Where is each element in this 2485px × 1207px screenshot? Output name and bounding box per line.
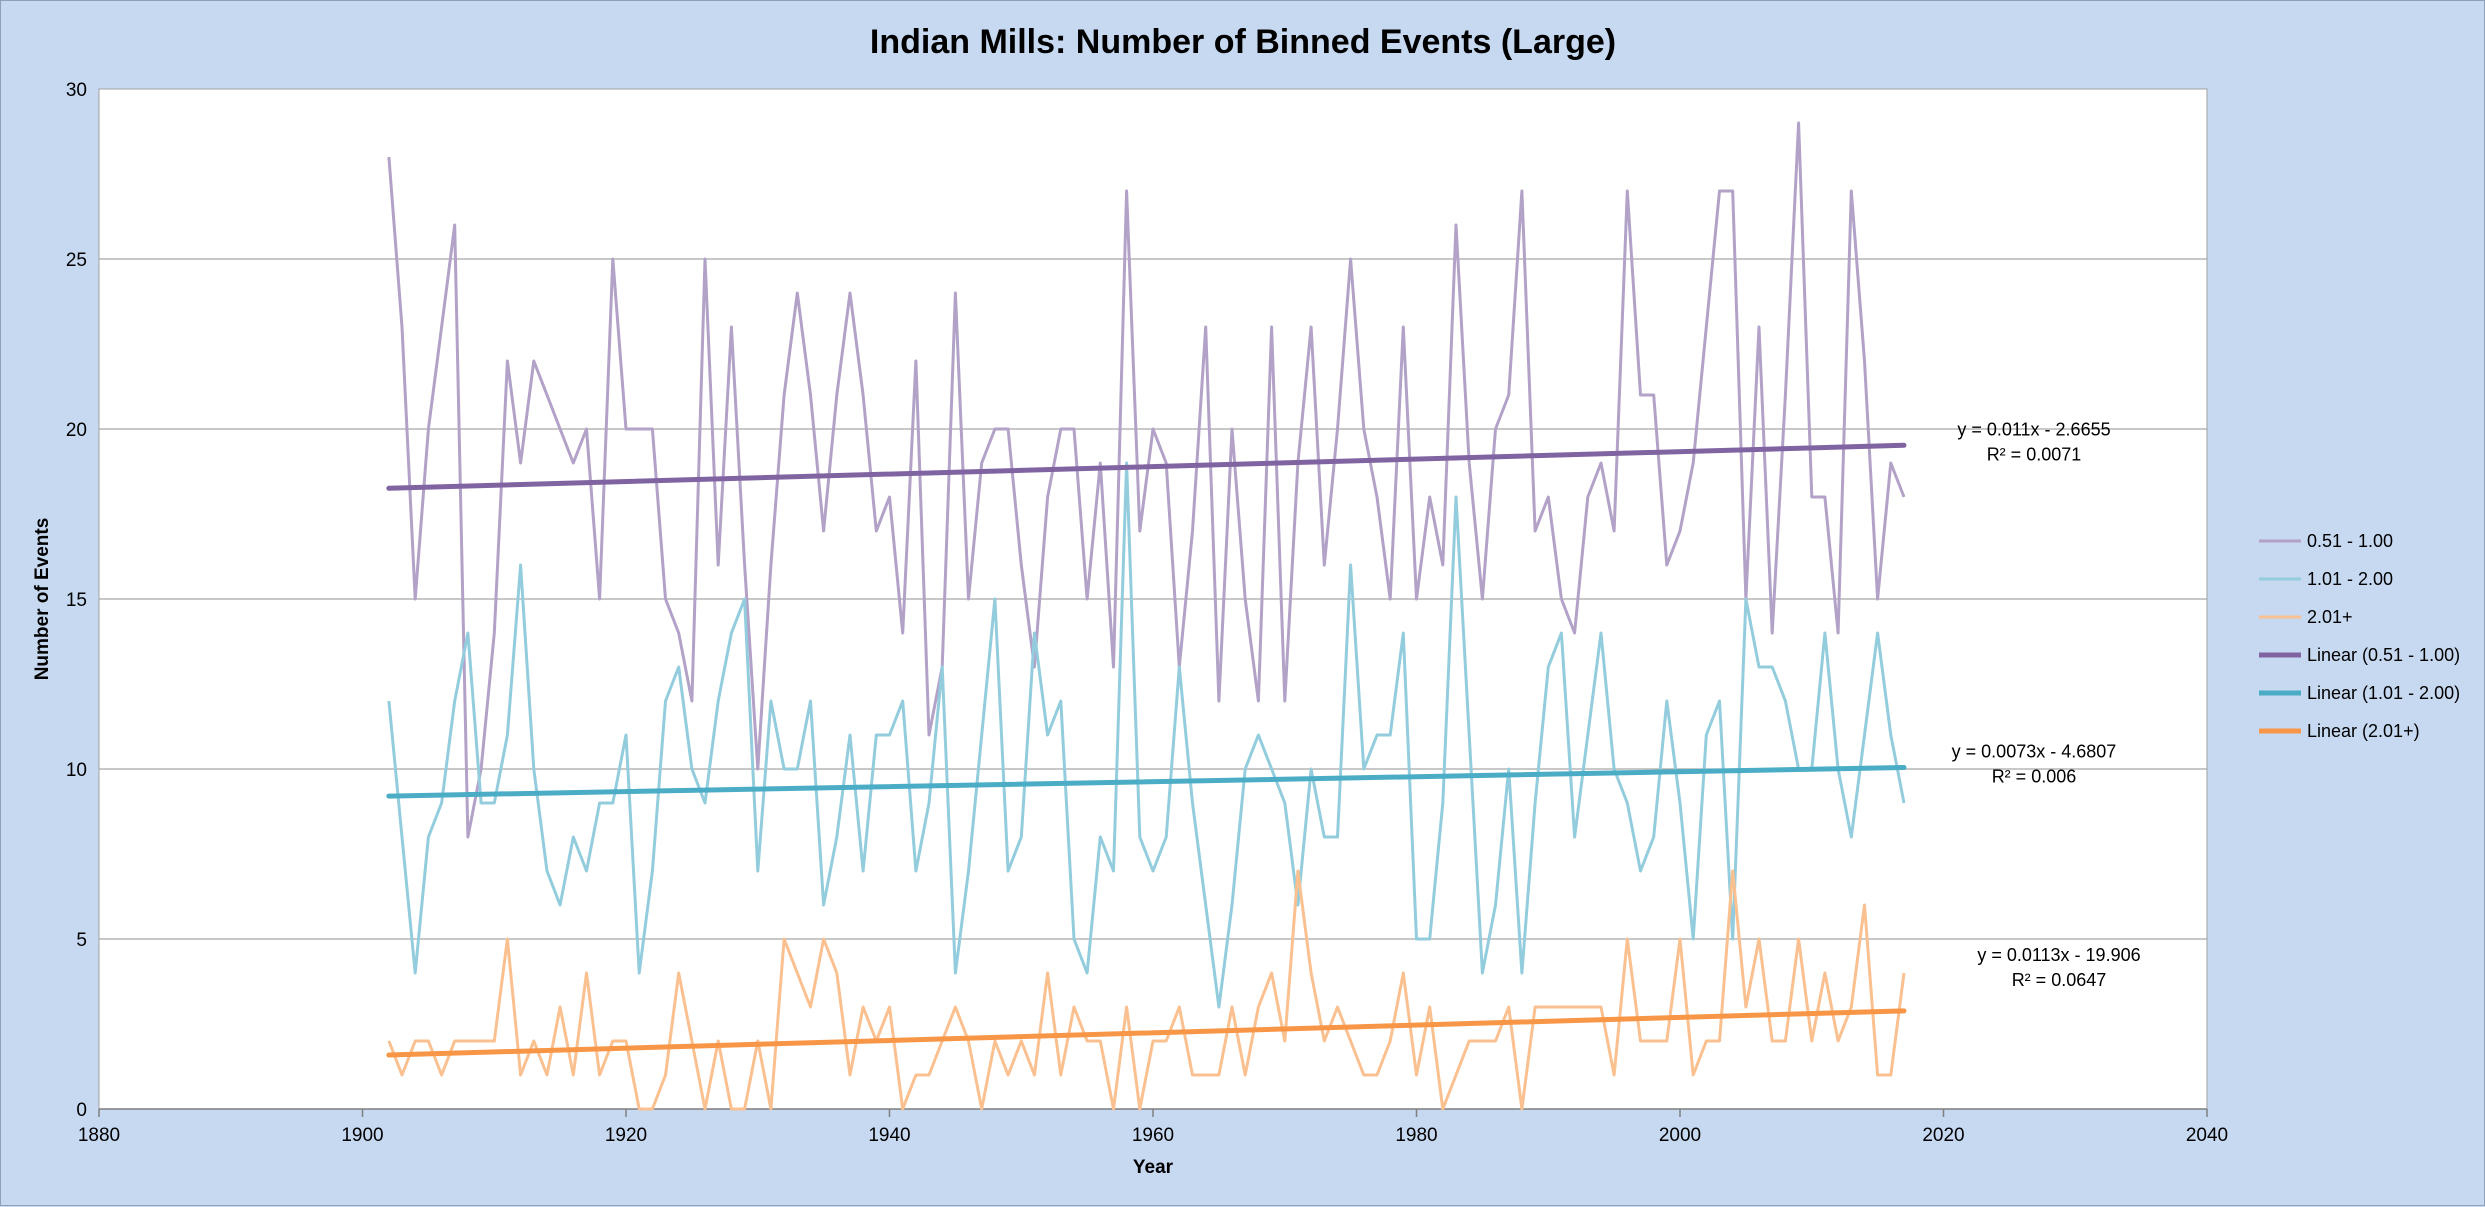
x-tick-label: 1980 [1395, 1125, 1437, 1146]
x-axis-title: Year [1133, 1157, 1174, 1178]
y-tick-label: 5 [76, 930, 87, 951]
trendlines [386, 442, 1907, 1058]
trendline-1 [386, 442, 1907, 491]
trendline-3 [386, 1008, 1907, 1058]
y-axis-title: Number of Events [32, 518, 53, 681]
trendline-equation: y = 0.0113x - 19.906 [1977, 945, 2140, 965]
series-lines [387, 121, 1906, 1111]
y-tick-label: 15 [66, 590, 87, 611]
legend-label: Linear (2.01+) [2307, 721, 2420, 741]
trendline-2 [386, 765, 1907, 799]
x-tick-label: 1920 [605, 1125, 647, 1146]
x-tick-label: 1960 [1132, 1125, 1174, 1146]
trendline-r2: R² = 0.0071 [1987, 444, 2082, 464]
x-tick-label: 1940 [868, 1125, 910, 1146]
chart-title: Indian Mills: Number of Binned Events (L… [870, 23, 1616, 61]
series-line-1 [387, 121, 1906, 839]
x-tick-label: 2000 [1659, 1125, 1701, 1146]
trendline-r2: R² = 0.0647 [2012, 970, 2107, 990]
trendline-equation: y = 0.011x - 2.6655 [1957, 419, 2110, 439]
legend-label: 0.51 - 1.00 [2307, 531, 2393, 551]
x-axis-ticks: 1880 1900 1920 1940 1960 1980 2000 2020 2040 [78, 1109, 2228, 1146]
legend-label: 2.01+ [2307, 607, 2353, 627]
legend-label: Linear (0.51 - 1.00) [2307, 645, 2460, 665]
x-tick-label: 1880 [78, 1125, 120, 1146]
series-line-2 [387, 461, 1906, 1009]
legend: 0.51 - 1.00 1.01 - 2.00 2.01+ Linear (0.51 … [2259, 531, 2460, 741]
y-tick-label: 25 [66, 250, 87, 271]
y-tick-label: 20 [66, 420, 87, 441]
x-tick-label: 2040 [2186, 1125, 2228, 1146]
y-tick-label: 0 [76, 1100, 87, 1121]
trendline-equation: y = 0.0073x - 4.6807 [1952, 742, 2117, 762]
trendline-r2: R² = 0.006 [1992, 767, 2077, 787]
legend-label: 1.01 - 2.00 [2307, 569, 2393, 589]
legend-label: Linear (1.01 - 2.00) [2307, 683, 2460, 703]
y-tick-label: 10 [66, 760, 87, 781]
y-tick-label: 30 [66, 80, 87, 101]
x-tick-label: 1900 [341, 1125, 383, 1146]
trendline-equations: y = 0.011x - 2.6655 R² = 0.0071 y = 0.0073… [1952, 419, 2141, 990]
x-tick-label: 2020 [1922, 1125, 1964, 1146]
y-axis-ticks: 0 5 10 15 20 25 30 [66, 80, 87, 1121]
series-line-3 [387, 869, 1906, 1111]
